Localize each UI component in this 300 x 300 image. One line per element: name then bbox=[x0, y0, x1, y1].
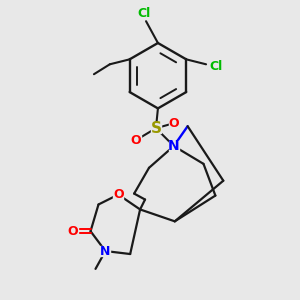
Bar bbox=[151, 123, 161, 133]
Text: O: O bbox=[68, 225, 78, 238]
Text: O: O bbox=[169, 117, 179, 130]
Text: O: O bbox=[113, 188, 124, 201]
Bar bbox=[113, 190, 123, 200]
Text: N: N bbox=[168, 139, 180, 153]
Text: Cl: Cl bbox=[137, 7, 151, 20]
Text: O: O bbox=[131, 134, 141, 147]
Text: S: S bbox=[150, 121, 161, 136]
Bar bbox=[68, 226, 78, 236]
Bar bbox=[131, 135, 141, 145]
Bar bbox=[169, 118, 179, 128]
Text: N: N bbox=[100, 244, 111, 258]
Bar bbox=[169, 141, 179, 151]
Bar bbox=[100, 246, 110, 256]
Text: Cl: Cl bbox=[209, 60, 223, 73]
